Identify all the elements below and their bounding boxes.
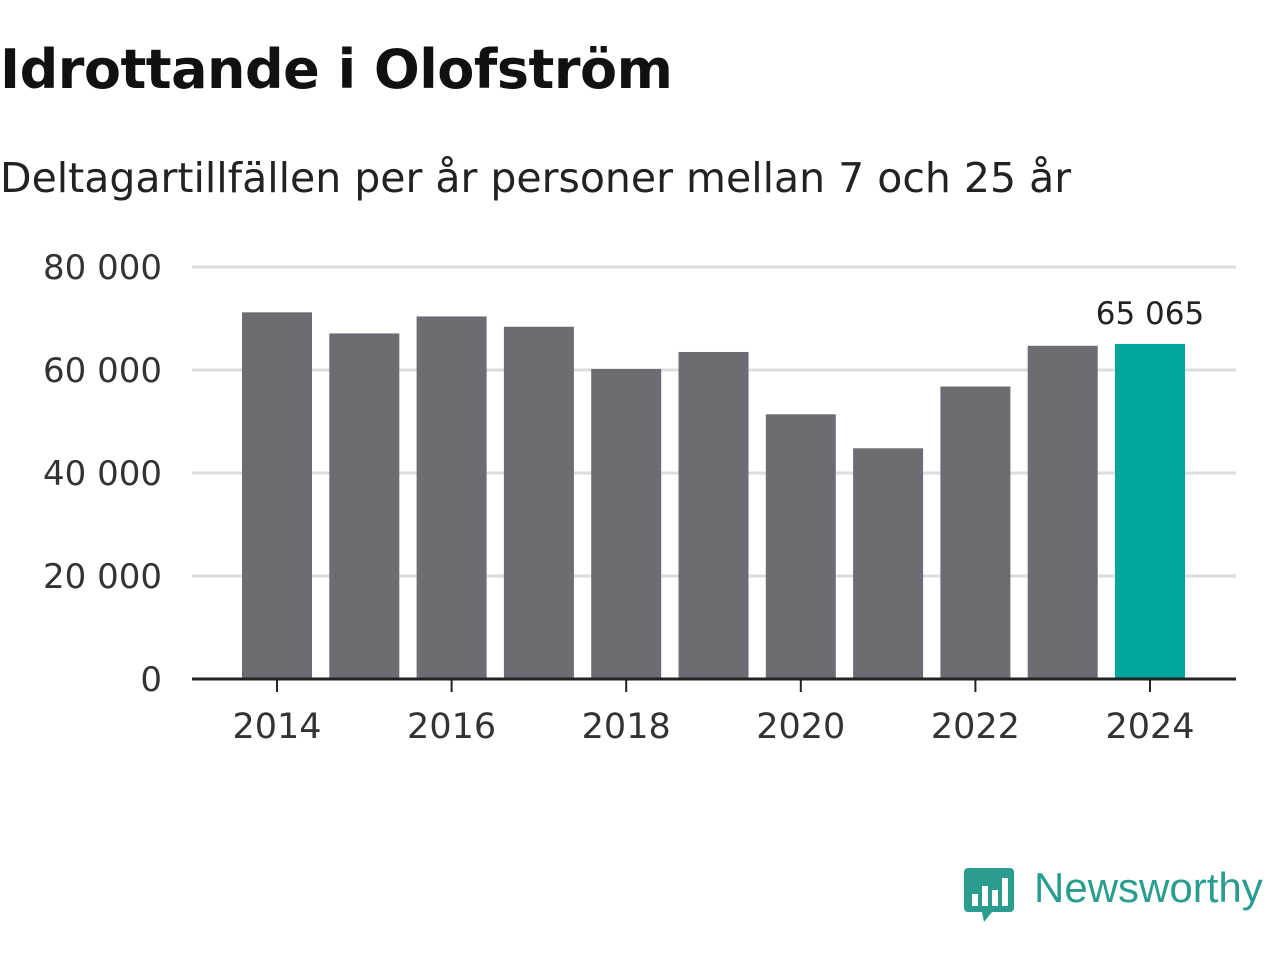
x-axis-ticks: 2014 2016 2018 2020 2022 2024	[232, 679, 1195, 747]
y-tick-label: 20 000	[43, 557, 162, 597]
y-tick-label: 0	[140, 660, 162, 700]
bar	[765, 414, 836, 679]
y-tick-label: 80 000	[43, 248, 162, 288]
bars	[242, 312, 1185, 679]
y-tick-label: 40 000	[43, 454, 162, 494]
newsworthy-logo-icon	[964, 868, 1014, 922]
y-axis-ticks: 0 20 000 40 000 60 000 80 000	[43, 248, 162, 700]
chart-title: Idrottande i Olofström	[0, 38, 673, 101]
bar	[1027, 345, 1098, 679]
x-tick-label: 2018	[582, 707, 671, 747]
bar	[853, 448, 924, 679]
x-tick-label: 2024	[1105, 707, 1194, 747]
x-tick-label: 2022	[931, 707, 1020, 747]
x-tick-label: 2014	[232, 707, 321, 747]
data-labels: 65 065	[1096, 296, 1204, 332]
x-tick-label: 2016	[407, 707, 496, 747]
bar	[503, 326, 574, 679]
brand-logo: Newsworthy	[962, 862, 1280, 932]
y-tick-label: 60 000	[43, 351, 162, 391]
bar-highlight	[1115, 343, 1185, 679]
bar	[329, 333, 400, 679]
bar	[678, 351, 749, 679]
bar	[242, 312, 312, 679]
chart-subtitle: Deltagartillfällen per år personer mella…	[0, 154, 1072, 202]
bar	[591, 368, 662, 679]
data-label: 65 065	[1096, 296, 1204, 332]
bar	[416, 316, 487, 679]
brand-name: Newsworthy	[1034, 864, 1263, 911]
bar	[940, 386, 1011, 679]
x-tick-label: 2020	[756, 707, 845, 747]
